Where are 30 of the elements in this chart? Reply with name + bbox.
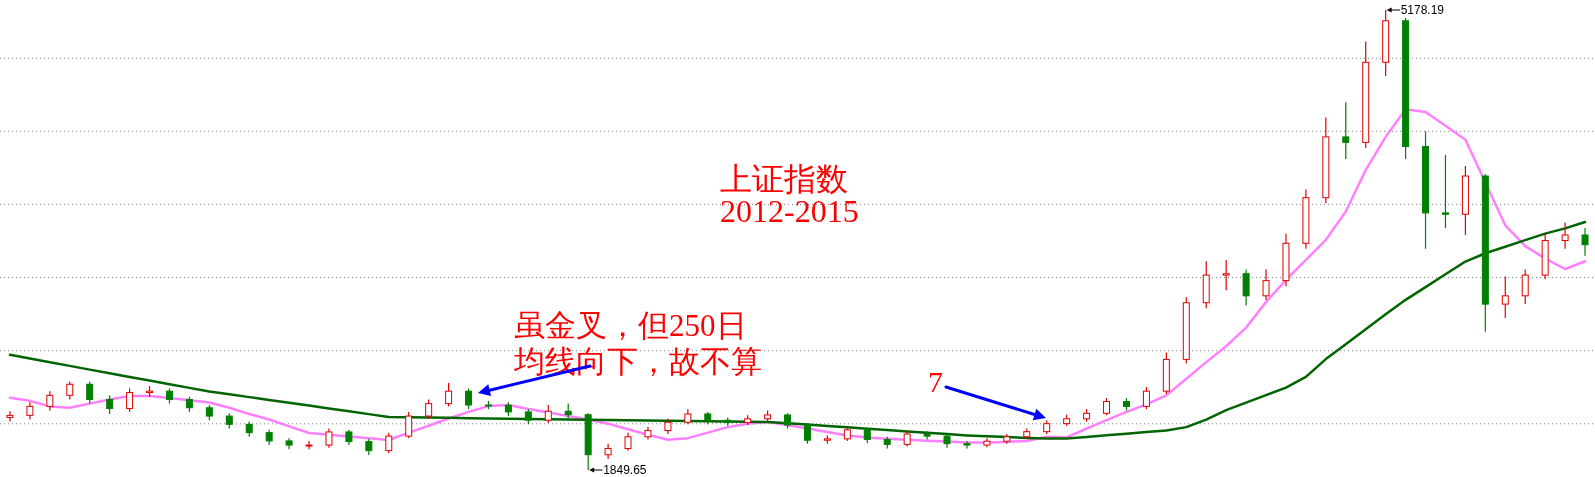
candlestick [6, 410, 14, 423]
candlestick [1501, 275, 1509, 319]
candlestick [46, 390, 54, 412]
candlestick [1441, 154, 1449, 229]
candlestick [1262, 268, 1270, 301]
candlestick [325, 427, 333, 449]
candlestick [963, 440, 971, 450]
candlestick [86, 380, 94, 405]
candlestick [1222, 259, 1230, 291]
candlestick [465, 387, 473, 410]
annotation: 5178.19 [1400, 3, 1445, 17]
candlestick [106, 394, 114, 415]
candlestick [1581, 227, 1589, 257]
annotation: 虽金叉，但250日 [514, 308, 747, 343]
candlestick [923, 430, 931, 441]
candlestick [803, 422, 811, 445]
candlestick [385, 432, 393, 454]
candlestick [1342, 101, 1350, 160]
candlestick [445, 382, 453, 407]
candlestick [1142, 386, 1150, 410]
text: 上证指数 [720, 161, 848, 197]
candlestick [1521, 268, 1529, 305]
candlestick [1242, 268, 1250, 307]
candlestick [305, 440, 313, 450]
candlestick [1561, 221, 1569, 250]
annotation: 1849.65 [603, 463, 647, 477]
candlestick [405, 411, 413, 439]
candlestick [126, 387, 134, 413]
annotation: 7 [928, 365, 943, 398]
candlestick [425, 398, 433, 420]
